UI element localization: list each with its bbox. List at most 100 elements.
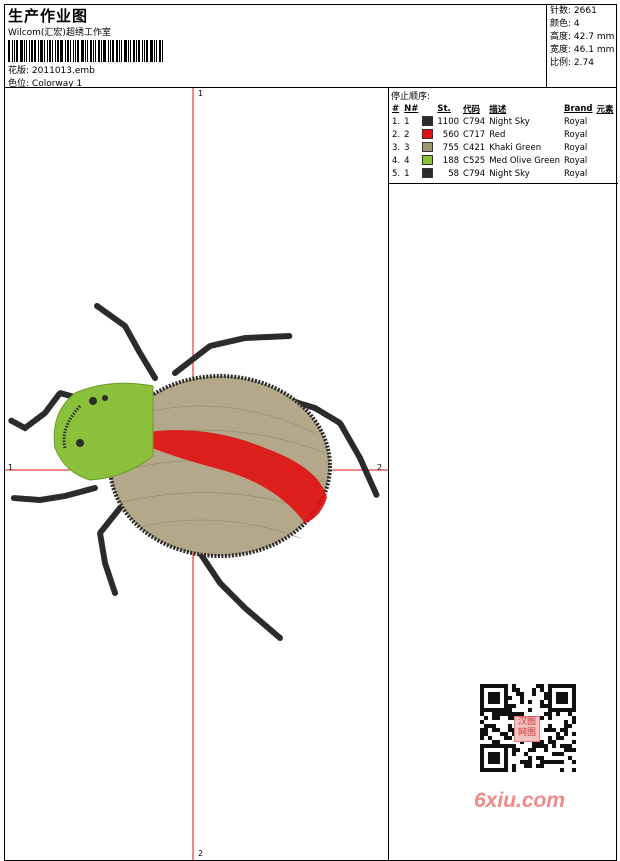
- qr-module: [572, 768, 576, 772]
- stat-value: 4: [573, 19, 580, 29]
- qr-module: [532, 748, 536, 752]
- qr-module: [568, 748, 572, 752]
- qr-module: [508, 708, 512, 712]
- qr-module: [480, 736, 484, 740]
- qr-module: [568, 744, 572, 748]
- row-index: 3.: [392, 142, 401, 153]
- row-code: C421: [463, 142, 486, 153]
- col-element: 元素: [596, 104, 614, 115]
- color-sequence-table: # N# St. 代码 描述 Brand 元素 1. 1 1100 C794 Night…: [390, 102, 616, 180]
- qr-module: [536, 740, 540, 744]
- col-code: 代码: [463, 104, 481, 115]
- col-stitches: St.: [437, 103, 451, 114]
- qr-module: [520, 700, 524, 704]
- qr-module: [516, 688, 520, 692]
- qr-module: [528, 764, 532, 768]
- qr-module: [568, 712, 572, 716]
- row-index: 5.: [392, 168, 401, 179]
- leg-left-middle: [10, 485, 98, 504]
- stat-label: 宽度:: [550, 45, 572, 55]
- row-needle: 4: [404, 155, 410, 166]
- qr-module: [572, 760, 576, 764]
- qr-module: [524, 752, 528, 756]
- qr-module: [572, 716, 576, 720]
- stat-value: 46.1 mm: [573, 45, 615, 55]
- qr-module: [564, 720, 568, 724]
- qr-module: [508, 736, 512, 740]
- qr-module: [508, 728, 512, 732]
- qr-module: [544, 760, 548, 764]
- qr-module: [508, 696, 512, 700]
- qr-module: [480, 720, 484, 724]
- qr-module: [532, 740, 536, 744]
- table-row: 4. 4 188 C525 Med Olive Green Royal: [390, 154, 616, 167]
- qr-module: [572, 748, 576, 752]
- row-description: Khaki Green: [489, 142, 542, 153]
- barcode: [8, 40, 173, 62]
- qr-module: [480, 728, 484, 732]
- stat-value: 2.74: [573, 58, 594, 68]
- qr-module: [508, 704, 512, 708]
- qr-module: [496, 712, 500, 716]
- row-code: C717: [463, 129, 486, 140]
- color-swatch: [422, 142, 434, 153]
- qr-module: [512, 704, 516, 708]
- qr-module: [520, 760, 524, 764]
- row-stitches: 560: [442, 129, 460, 140]
- qr-module: [496, 740, 500, 744]
- stat-label: 颜色:: [550, 19, 572, 29]
- row-description: Red: [489, 129, 506, 140]
- qr-module: [532, 744, 536, 748]
- qr-finder: [488, 692, 500, 704]
- qr-module: [492, 716, 496, 720]
- leg-left-top: [7, 389, 88, 432]
- row-stitches: 1100: [437, 116, 460, 127]
- qr-module: [560, 768, 564, 772]
- beetle-head: [53, 382, 154, 481]
- row-code: C794: [463, 116, 486, 127]
- qr-module: [484, 724, 488, 728]
- qr-module: [524, 760, 528, 764]
- qr-module: [504, 736, 508, 740]
- stats-block: 针数: 2661 颜色: 4 高度: 42.7 mm 宽度: 46.1 mm 比…: [546, 4, 617, 88]
- color-swatch: [422, 129, 434, 140]
- qr-module: [556, 752, 560, 756]
- row-element: [595, 154, 616, 167]
- row-swatch: [420, 154, 435, 167]
- qr-module: [512, 712, 516, 716]
- qr-module: [544, 728, 548, 732]
- qr-module: [492, 712, 496, 716]
- row-brand: Royal: [563, 116, 588, 127]
- row-index: 2.: [392, 129, 401, 140]
- row-brand: Royal: [563, 168, 588, 179]
- stop-sequence-heading: 停止顺序:: [391, 92, 431, 102]
- color-swatch: [422, 168, 434, 179]
- qr-module: [496, 728, 500, 732]
- qr-module: [540, 760, 544, 764]
- qr-module: [564, 748, 568, 752]
- qr-module: [544, 744, 548, 748]
- leg-right-antenna: [272, 393, 380, 499]
- qr-module: [560, 728, 564, 732]
- row-element: [595, 167, 616, 180]
- leg-front-right-upper: [172, 333, 293, 376]
- qr-module: [528, 748, 532, 752]
- qr-module: [520, 712, 524, 716]
- qr-module: [572, 740, 576, 744]
- axis-label-right: 2: [377, 463, 383, 472]
- qr-module: [484, 728, 488, 732]
- colorway-label: 色位:: [8, 79, 30, 89]
- qr-module: [564, 728, 568, 732]
- qr-module: [548, 712, 552, 716]
- qr-module: [528, 756, 532, 760]
- qr-badge: 汉图 网图: [514, 716, 540, 742]
- qr-code: 汉图 网图: [470, 680, 586, 806]
- table-row: 2. 2 560 C717 Red Royal: [390, 128, 616, 141]
- stat-height: 高度: 42.7 mm: [550, 31, 614, 44]
- col-n: N#: [404, 103, 419, 114]
- qr-finder: [488, 752, 500, 764]
- qr-module: [556, 736, 560, 740]
- qr-finder: [556, 692, 568, 704]
- embroidery-canvas: 1 2 1 2: [4, 87, 389, 861]
- qr-module: [544, 748, 548, 752]
